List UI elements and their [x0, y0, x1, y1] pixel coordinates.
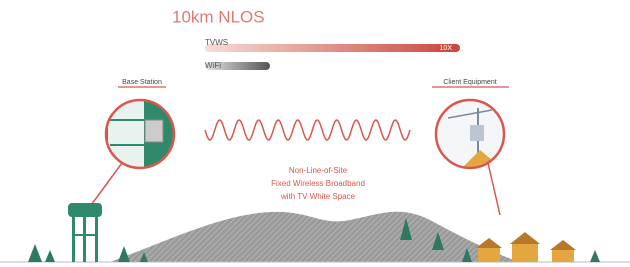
page: 10km NLOS TVWS 10X WiFi Base Station Cli…	[0, 0, 630, 267]
client-equipment-icon	[430, 95, 510, 175]
node-label: Base Station	[122, 79, 162, 86]
tvws-bar	[205, 44, 460, 52]
bar-label: WiFi	[205, 61, 221, 70]
title: 10km NLOS	[172, 7, 265, 26]
caption-line: with TV White Space	[280, 192, 356, 201]
houses	[476, 232, 576, 262]
diagram: 10km NLOS TVWS 10X WiFi Base Station Cli…	[0, 0, 630, 267]
node-label: Client Equipment	[443, 79, 496, 86]
hills	[110, 212, 520, 262]
bar-label: TVWS	[205, 38, 228, 47]
pointer-line	[488, 163, 500, 215]
signal-wave	[205, 120, 410, 140]
bar-end-label: 10X	[440, 45, 453, 52]
base-station-icon	[100, 95, 180, 175]
water-tower	[68, 203, 102, 262]
caption-line: Non-Line-of-Site	[289, 166, 348, 175]
caption-line: Fixed Wireless Broadband	[271, 179, 365, 188]
